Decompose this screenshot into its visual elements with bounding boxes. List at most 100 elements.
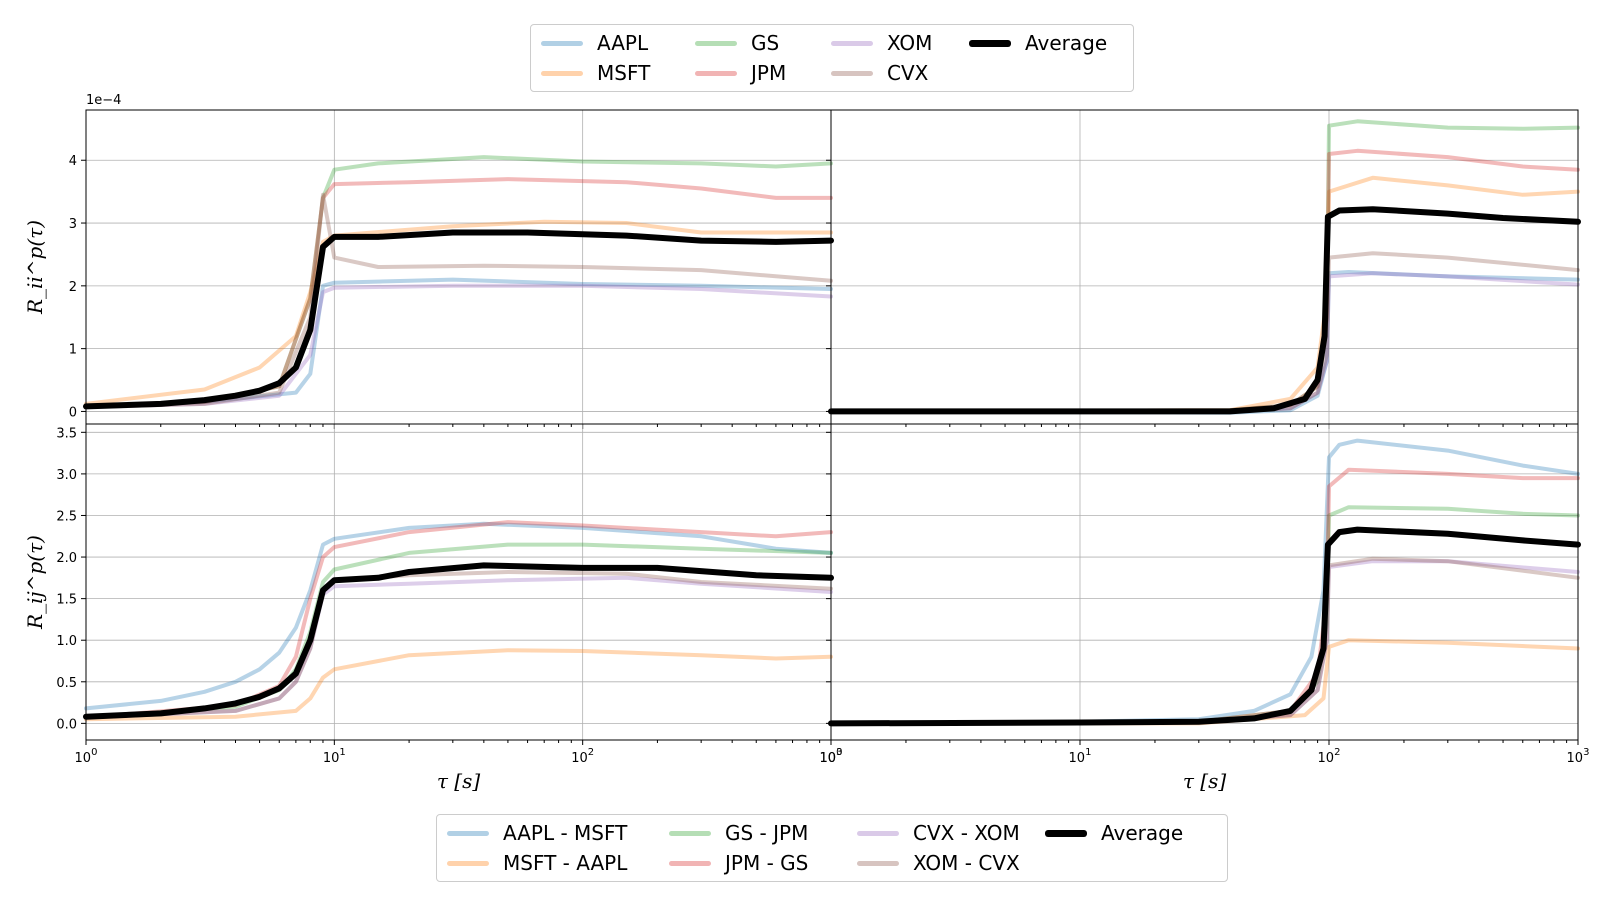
legend-swatch xyxy=(695,70,737,76)
x-axis-label: τ [s] xyxy=(437,769,480,793)
series-line-xom-cvx xyxy=(829,556,1580,726)
legend-label: CVX - XOM xyxy=(913,821,1020,845)
y-tick-label: 0.5 xyxy=(56,676,77,691)
panel-top-right xyxy=(826,109,1581,429)
axes-frame xyxy=(830,423,1579,741)
legend-swatch xyxy=(447,830,489,836)
x-tick-label: 103 xyxy=(820,747,843,766)
series-line-gs-jpm xyxy=(829,505,1580,726)
series-line-aapl-msft xyxy=(829,438,1580,726)
axes-frame xyxy=(830,109,1579,425)
series-line-jpm xyxy=(84,177,833,409)
y-tick-label: 1.0 xyxy=(56,634,77,649)
panel-bottom-right: 100 101 102 103 τ [s] xyxy=(820,423,1590,793)
y-axis-label: R_ij^p(τ) xyxy=(23,535,47,630)
legend-item: Average xyxy=(969,29,1107,57)
legend-swatch xyxy=(541,70,583,76)
legend-swatch xyxy=(1045,829,1087,837)
legend-swatch xyxy=(541,40,583,46)
x-axis-label: τ [s] xyxy=(1183,769,1226,793)
series-line-average xyxy=(83,229,834,410)
y-tick-label: 0 xyxy=(69,405,77,420)
legend-item: XOM xyxy=(831,29,932,57)
y-offset-text: 1e−4 xyxy=(86,93,121,108)
x-tick-label: 101 xyxy=(1069,747,1092,766)
x-tick-label: 101 xyxy=(323,747,346,766)
legend-swatch xyxy=(695,40,737,46)
legend-swatch xyxy=(831,40,873,46)
legend-label: XOM xyxy=(887,31,933,55)
series-line-xom xyxy=(84,283,833,409)
series-line-average xyxy=(828,526,1581,727)
legend-swatch xyxy=(857,830,899,836)
panel-bottom-left: 0.0 0.5 1.0 1.5 2.0 2.5 3.0 3.5 100 101 102 103 τ [s… xyxy=(23,423,843,793)
legend-label: JPM - GS xyxy=(725,851,809,875)
legend-label: XOM - CVX xyxy=(913,851,1020,875)
legend-item: AAPL - MSFT xyxy=(447,819,627,847)
legend-top: AAPL MSFT GS JPM XOM CVX Average xyxy=(530,24,1134,92)
x-tick-label: 100 xyxy=(820,747,843,766)
y-tick-label: 0.0 xyxy=(56,717,77,732)
legend-swatch xyxy=(857,860,899,866)
legend-label: AAPL xyxy=(597,31,649,55)
series-line-jpm xyxy=(829,148,1580,414)
panel-top-left: 0 1 2 3 4 R_ii^p(τ) 1e−4 xyxy=(23,93,834,429)
x-tick-label: 103 xyxy=(1567,747,1590,766)
legend-swatch xyxy=(831,70,873,76)
legend-item: Average xyxy=(1045,819,1183,847)
legend-label: AAPL - MSFT xyxy=(503,821,628,845)
x-tick-label: 102 xyxy=(1318,747,1341,766)
x-tick-label: 100 xyxy=(75,747,98,766)
legend-label: JPM xyxy=(751,61,787,85)
legend-swatch xyxy=(669,860,711,866)
legend-swatch xyxy=(969,39,1011,47)
x-tick-label: 102 xyxy=(571,747,594,766)
legend-swatch xyxy=(669,830,711,836)
y-tick-label: 2.5 xyxy=(56,509,77,524)
legend-item: MSFT xyxy=(541,59,650,87)
legend-item: JPM xyxy=(695,59,786,87)
series-line-cvx xyxy=(84,192,833,409)
legend-label: MSFT xyxy=(597,61,651,85)
legend-label: Average xyxy=(1101,821,1184,845)
series-line-aapl xyxy=(84,277,833,409)
series-line-jpm-gs xyxy=(84,520,833,720)
legend-bottom: AAPL - MSFT MSFT - AAPL GS - JPM JPM - GS CV… xyxy=(436,814,1228,882)
y-tick-label: 3.0 xyxy=(56,468,77,483)
legend-item: XOM - CVX xyxy=(857,849,1020,877)
legend-item: GS - JPM xyxy=(669,819,808,847)
chart-panels: 0 1 2 3 4 R_ii^p(τ) 1e−4 0.0 0.5 1.0 1.5 2.0 2.5 3.0 3… xyxy=(23,93,1589,793)
series-line-average xyxy=(828,206,1581,415)
legend-label: GS - JPM xyxy=(725,821,809,845)
series-line-xom-cvx xyxy=(84,570,833,720)
y-tick-label: 2.0 xyxy=(56,551,77,566)
series-line-gs xyxy=(829,119,1580,414)
series-line-average xyxy=(83,562,834,720)
y-tick-label: 1.5 xyxy=(56,593,77,608)
series-line-msft-aapl xyxy=(84,648,833,722)
series-line-xom xyxy=(829,271,1580,414)
legend-label: CVX xyxy=(887,61,929,85)
legend-item: AAPL xyxy=(541,29,648,57)
legend-label: MSFT - AAPL xyxy=(503,851,628,875)
y-tick-label: 2 xyxy=(69,280,77,295)
y-tick-label: 1 xyxy=(69,343,77,358)
legend-label: Average xyxy=(1025,31,1108,55)
series-line-aapl-msft xyxy=(84,521,833,711)
series-line-cvx-xom xyxy=(84,575,833,720)
series-line-jpm-gs xyxy=(829,467,1580,726)
legend-item: GS xyxy=(695,29,779,57)
legend-item: JPM - GS xyxy=(669,849,808,877)
series-line-aapl xyxy=(829,270,1580,415)
y-tick-label: 3 xyxy=(69,217,77,232)
y-tick-label: 3.5 xyxy=(56,426,77,441)
y-axis-label: R_ii^p(τ) xyxy=(23,220,47,315)
legend-item: CVX - XOM xyxy=(857,819,1020,847)
legend-item: MSFT - AAPL xyxy=(447,849,627,877)
legend-item: CVX xyxy=(831,59,928,87)
y-tick-label: 4 xyxy=(69,154,77,169)
series-line-msft xyxy=(84,219,833,406)
legend-label: GS xyxy=(751,31,780,55)
legend-swatch xyxy=(447,860,489,866)
